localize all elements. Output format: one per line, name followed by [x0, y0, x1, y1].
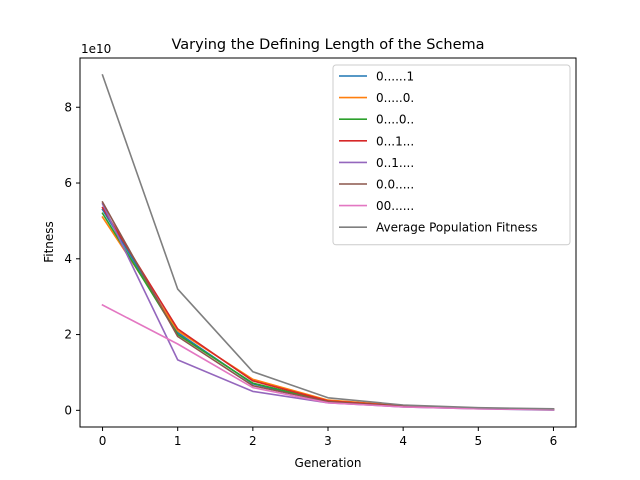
y-offset-label: 1e10 — [81, 42, 111, 56]
x-tick-label: 6 — [550, 434, 558, 448]
y-axis-label: Fitness — [42, 221, 56, 263]
y-tick-label: 6 — [64, 176, 72, 190]
chart-title: Varying the Defining Length of the Schem… — [171, 37, 484, 53]
x-tick-label: 5 — [474, 434, 482, 448]
x-tick-label: 4 — [399, 434, 407, 448]
y-tick-label: 2 — [64, 328, 72, 342]
x-tick-label: 1 — [174, 434, 182, 448]
x-tick-label: 0 — [99, 434, 107, 448]
legend-label: 0.....0. — [376, 91, 414, 105]
legend-label: 0..1.... — [376, 156, 414, 170]
legend: 0......1 0.....0. 0....0.. 0...1... 0..1....… — [332, 64, 571, 246]
series-line-8 — [101, 73, 555, 410]
legend-label: 00...... — [376, 199, 414, 213]
axes: 0 1 2 3 4 5 6 0 2 4 6 8 — [64, 100, 557, 448]
legend-label: 0...1... — [376, 134, 414, 148]
legend-label: 0....0.. — [376, 113, 414, 127]
y-tick-label: 0 — [64, 403, 72, 417]
legend-label: 0......1 — [376, 70, 414, 84]
x-tick-label: 3 — [324, 434, 332, 448]
series-line-7 — [101, 303, 555, 411]
x-axis-label: Generation — [295, 456, 362, 470]
legend-label: Average Population Fitness — [376, 221, 538, 235]
x-tick-label: 2 — [249, 434, 257, 448]
legend-label: 0.0..... — [376, 178, 414, 192]
y-tick-label: 4 — [64, 252, 72, 266]
plot-area — [101, 73, 555, 411]
legend-box — [332, 64, 571, 246]
y-tick-label: 8 — [64, 100, 72, 114]
